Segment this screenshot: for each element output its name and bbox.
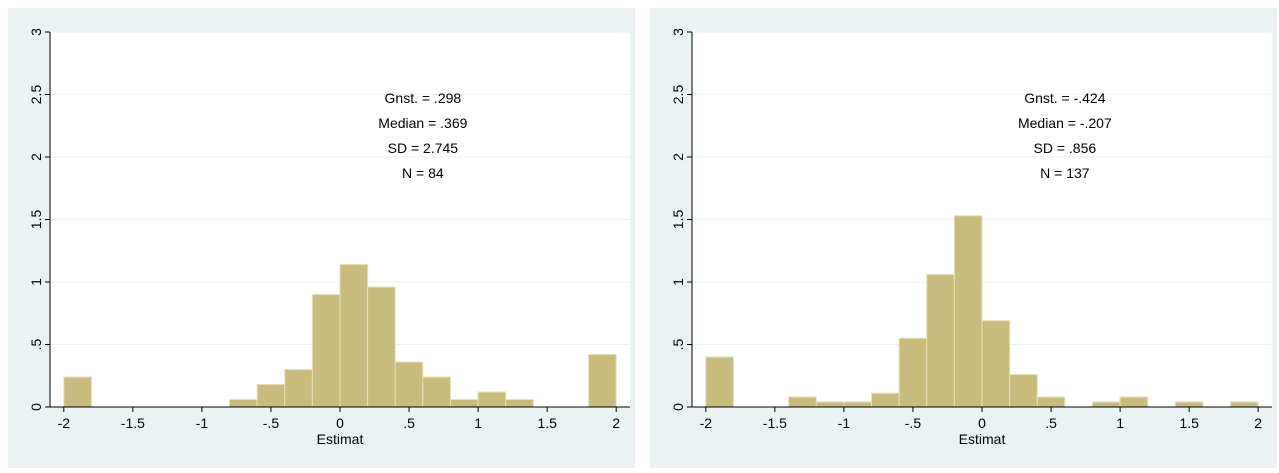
- histogram-bar: [815, 401, 845, 408]
- x-tick-label: -2: [700, 415, 713, 431]
- histogram-bar: [505, 399, 534, 408]
- stat-annotation: Gnst. = .298: [385, 90, 462, 106]
- stat-annotation: SD = 2.745: [388, 140, 459, 156]
- x-tick-label: -1: [196, 415, 209, 431]
- histogram-bar: [339, 264, 369, 408]
- histogram-bar: [229, 399, 258, 408]
- histogram-bar: [477, 391, 507, 408]
- y-tick-label: 0: [28, 403, 44, 411]
- histogram-bar: [63, 376, 92, 408]
- histogram-bar: [588, 354, 617, 408]
- y-tick-label: .5: [28, 338, 44, 350]
- x-tick-label: -1.5: [763, 415, 787, 431]
- histogram-bar: [1009, 374, 1038, 408]
- y-tick-label: 0: [670, 403, 686, 411]
- histogram-bar: [1174, 401, 1204, 408]
- x-tick-label: 1: [1116, 415, 1124, 431]
- x-tick-label: 0: [336, 415, 344, 431]
- histogram-bar: [981, 320, 1011, 408]
- x-tick-label: -.5: [263, 415, 280, 431]
- histogram-panel-1: 0 .5 1 1.5 2 2.5 3 -2 -1.5 -1 -.5 0 .5 1 1.5 2 Estimat Gn…: [8, 8, 635, 468]
- x-tick-label: .5: [403, 415, 415, 431]
- y-tick-label: 1.5: [28, 210, 44, 230]
- x-tick-label: 1.5: [537, 415, 557, 431]
- x-tick-label: -1: [838, 415, 851, 431]
- histogram-bar: [256, 384, 286, 408]
- histogram-bar: [926, 274, 955, 408]
- histogram-bar: [1036, 396, 1066, 408]
- histogram-bar: [422, 376, 451, 408]
- histogram-bar: [311, 294, 341, 408]
- histogram-bar: [871, 392, 900, 408]
- x-tick-label: 1: [474, 415, 482, 431]
- y-tick-label: .5: [670, 338, 686, 350]
- x-tick-label: 1.5: [1179, 415, 1199, 431]
- y-tick-label: 2: [670, 153, 686, 161]
- histogram-bar: [449, 399, 479, 408]
- y-tick-label: 2.5: [670, 85, 686, 105]
- stat-annotation: Median = -.207: [1018, 115, 1112, 131]
- y-tick-label: 2.5: [28, 85, 44, 105]
- x-tick-label: -2: [58, 415, 71, 431]
- y-tick-label: 2: [28, 153, 44, 161]
- x-tick-label: .5: [1045, 415, 1057, 431]
- y-tick-label: 1: [28, 278, 44, 286]
- histogram-bar: [953, 215, 983, 408]
- x-tick-label: 0: [978, 415, 986, 431]
- histogram-bar: [1119, 396, 1149, 408]
- x-tick-label: 2: [1254, 415, 1262, 431]
- stat-annotation: SD = .856: [1034, 140, 1097, 156]
- y-tick-label: 1: [670, 278, 686, 286]
- x-tick-label: 2: [612, 415, 620, 431]
- histogram-bar: [1091, 401, 1121, 408]
- stat-annotation: N = 84: [402, 165, 444, 181]
- stat-annotation: N = 137: [1040, 165, 1090, 181]
- x-axis-title: Estimat: [317, 431, 364, 447]
- y-tick-label: 3: [670, 28, 686, 36]
- x-tick-label: -.5: [905, 415, 922, 431]
- histogram-bar: [1230, 401, 1259, 408]
- histogram-bar: [705, 356, 734, 408]
- x-tick-label: -1.5: [121, 415, 145, 431]
- x-axis-title: Estimat: [959, 431, 1006, 447]
- histogram-panel-2: 0 .5 1 1.5 2 2.5 3 -2 -1.5 -1 -.5 0 .5 1 1.5 2 Estimat Gn…: [650, 8, 1277, 468]
- stat-annotation: Median = .369: [378, 115, 467, 131]
- histogram-bar: [788, 396, 817, 408]
- histogram-bar: [843, 401, 873, 408]
- histogram-bar: [898, 337, 928, 408]
- histogram-bar: [394, 361, 424, 408]
- histogram-bar: [367, 286, 396, 408]
- y-tick-label: 1.5: [670, 210, 686, 230]
- y-tick-label: 3: [28, 28, 44, 36]
- histogram-bar: [284, 369, 313, 408]
- stat-annotation: Gnst. = -.424: [1024, 90, 1106, 106]
